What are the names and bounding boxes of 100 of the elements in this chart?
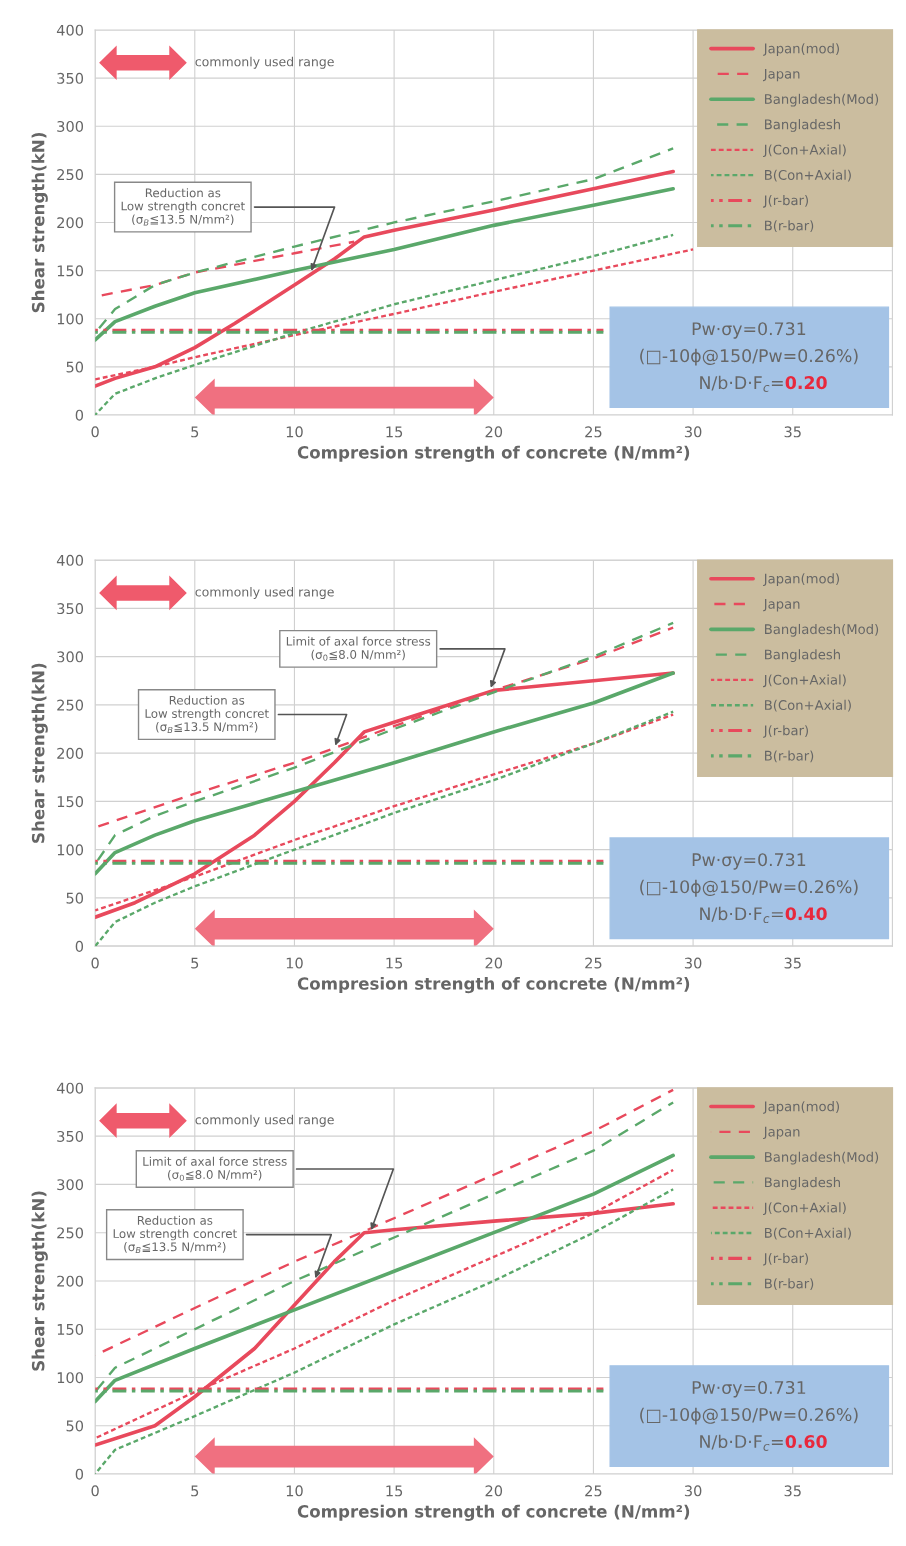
legend-label: Bangladesh(Mod) xyxy=(765,623,879,637)
y-tick-label: 0 xyxy=(75,940,84,952)
y-axis-title: Shear strength(kN) xyxy=(31,133,48,313)
y-tick-label: 50 xyxy=(66,361,84,373)
legend-label: B(r-bar) xyxy=(765,1278,814,1291)
annotation: N/b·D·F$_{c}$= xyxy=(700,906,783,924)
annotation: (□-10ϕ@150/Pw=0.26%) xyxy=(640,348,858,366)
legend-label: Japan(mod) xyxy=(763,1101,839,1114)
y-tick-label: 0 xyxy=(75,1468,84,1480)
x-tick-label: 20 xyxy=(485,957,503,969)
y-tick-label: 400 xyxy=(56,554,84,566)
y-tick-label: 300 xyxy=(57,120,84,132)
annotation: N/b·D·F$_{c}$= xyxy=(700,375,783,392)
x-tick-label: 15 xyxy=(386,957,403,969)
x-tick-label: 5 xyxy=(191,957,199,969)
legend-label: B(Con+Axial) xyxy=(765,1227,851,1240)
legend-label: J(Con+Axial) xyxy=(763,144,846,158)
x-tick-label: 35 xyxy=(784,426,801,438)
y-tick-label: 100 xyxy=(57,313,84,325)
y-tick-label: 300 xyxy=(57,1179,84,1191)
legend-label: J(r-bar) xyxy=(763,725,809,738)
annotation: Reduction as Low strength concret (σ$_{B}$≦13.5 N/mm²) xyxy=(113,1215,237,1254)
annotation: 0.20 xyxy=(785,376,827,390)
annotation: N/b·D·F$_{c}$= xyxy=(700,1434,783,1451)
x-tick-label: 30 xyxy=(684,1485,702,1497)
x-tick-label: 0 xyxy=(91,1485,99,1497)
legend-label: J(r-bar) xyxy=(763,1252,809,1266)
x-tick-label: 25 xyxy=(585,426,602,438)
legend-label: Bangladesh(Mod) xyxy=(765,93,879,107)
x-tick-label: 20 xyxy=(485,426,503,438)
annotation: Reduction as Low strength concret (σ$_{B}$≦13.5 N/mm²) xyxy=(121,188,245,226)
annotation: Limit of axal force stress (σ$_{0}$≦8.0 N/mm²) xyxy=(143,1156,287,1181)
y-tick-label: 50 xyxy=(66,892,84,904)
x-tick-label: 30 xyxy=(684,957,702,969)
y-tick-label: 350 xyxy=(57,72,84,84)
x-axis-title: Compresion strength of concrete (N/mm²) xyxy=(297,976,690,994)
legend-label: J(Con+Axial) xyxy=(763,1202,846,1215)
x-tick-label: 25 xyxy=(585,1485,602,1497)
x-tick-label: 35 xyxy=(784,1485,801,1497)
annotation: (□-10ϕ@150/Pw=0.26%) xyxy=(640,879,858,897)
annotation: commonly used range xyxy=(195,586,334,599)
x-tick-label: 10 xyxy=(286,426,303,438)
y-tick-label: 0 xyxy=(75,409,84,421)
y-tick-label: 250 xyxy=(57,1227,84,1239)
annotation: Pw·σy=0.731 xyxy=(692,853,806,870)
y-tick-label: 150 xyxy=(57,796,84,808)
y-tick-label: 150 xyxy=(57,1323,84,1335)
legend-label: B(r-bar) xyxy=(765,750,814,763)
y-tick-label: 350 xyxy=(57,1130,84,1142)
x-tick-label: 25 xyxy=(585,957,602,969)
x-axis-title: Compresion strength of concrete (N/mm²) xyxy=(297,1504,690,1521)
y-tick-label: 100 xyxy=(57,1372,84,1384)
x-tick-label: 15 xyxy=(386,1485,403,1497)
annotation: commonly used range xyxy=(195,56,334,69)
y-tick-label: 300 xyxy=(57,651,84,663)
y-axis-title: Shear strength(kN) xyxy=(31,663,48,843)
legend-label: Bangladesh xyxy=(765,1177,840,1190)
x-tick-label: 5 xyxy=(191,426,199,438)
y-tick-label: 200 xyxy=(57,747,84,759)
x-axis-title: Compresion strength of concrete (N/mm²) xyxy=(297,445,690,462)
legend-label: B(Con+Axial) xyxy=(765,699,851,712)
annotation: 0.60 xyxy=(785,1434,827,1449)
x-tick-label: 5 xyxy=(191,1485,199,1497)
x-tick-label: 30 xyxy=(684,426,702,438)
legend-label: J(Con+Axial) xyxy=(763,674,846,688)
annotation: Limit of axal force stress (σ$_{0}$≦8.0 N/mm²) xyxy=(286,636,431,661)
legend-label: J(r-bar) xyxy=(763,195,809,208)
legend-label: Japan xyxy=(763,1126,800,1140)
y-tick-label: 400 xyxy=(56,24,84,36)
legend-label: Japan(mod) xyxy=(763,43,839,56)
legend-label: B(r-bar) xyxy=(765,220,814,233)
annotation: Pw·σy=0.731 xyxy=(692,322,806,339)
annotation: 0.40 xyxy=(785,907,827,921)
x-tick-label: 15 xyxy=(386,426,403,438)
y-tick-label: 400 xyxy=(56,1082,84,1094)
annotation: (□-10ϕ@150/Pw=0.26%) xyxy=(640,1407,858,1425)
legend-label: Japan xyxy=(763,599,800,612)
x-tick-label: 35 xyxy=(784,957,801,969)
y-tick-label: 50 xyxy=(66,1420,84,1432)
y-tick-label: 250 xyxy=(57,169,84,181)
annotation: Reduction as Low strength concret (σ$_{B}$≦13.5 N/mm²) xyxy=(145,695,269,733)
y-tick-label: 350 xyxy=(57,603,84,615)
x-tick-label: 0 xyxy=(91,957,99,969)
x-tick-label: 0 xyxy=(91,426,99,438)
legend-label: B(Con+Axial) xyxy=(765,169,851,182)
y-tick-label: 250 xyxy=(57,699,84,711)
x-tick-label: 10 xyxy=(286,957,303,969)
legend-label: Bangladesh xyxy=(765,119,840,132)
annotation: Pw·σy=0.731 xyxy=(692,1380,806,1398)
annotation: commonly used range xyxy=(195,1114,334,1127)
x-tick-label: 20 xyxy=(485,1485,503,1497)
legend-label: Bangladesh(Mod) xyxy=(765,1151,879,1165)
x-tick-label: 10 xyxy=(286,1485,303,1497)
legend-label: Japan(mod) xyxy=(763,573,839,587)
y-tick-label: 150 xyxy=(57,265,84,277)
y-axis-title: Shear strength(kN) xyxy=(31,1191,48,1371)
y-tick-label: 100 xyxy=(57,844,84,856)
y-tick-label: 200 xyxy=(57,1275,84,1287)
legend-label: Japan xyxy=(763,68,800,82)
y-tick-label: 200 xyxy=(57,217,84,229)
